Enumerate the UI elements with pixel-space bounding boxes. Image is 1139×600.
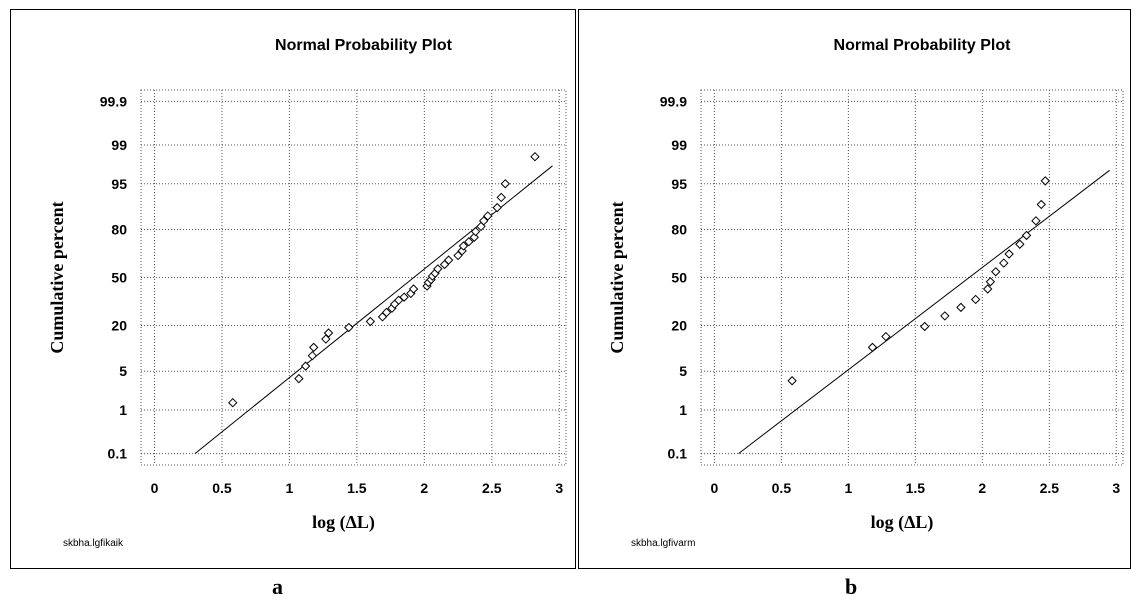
y-axis-title: Cumulative percent xyxy=(607,201,627,353)
data-point xyxy=(323,328,334,338)
chart-panel-b: 0 0.5 1 1.5 2 2.5 3 0.1 1 5 20 50 80 95 99 99.9 Normal P… xyxy=(578,9,1131,569)
x-tick-label: 3 xyxy=(1112,480,1120,496)
x-tick-label: 3 xyxy=(555,480,563,496)
data-point xyxy=(492,202,502,213)
x-tick-label: 0 xyxy=(151,480,159,496)
y-tick-label: 99.9 xyxy=(100,93,127,109)
x-tick-label: 1.5 xyxy=(347,480,367,496)
data-point xyxy=(478,216,489,226)
x-tick-label: 1 xyxy=(844,480,852,496)
data-point xyxy=(496,192,506,203)
data-point xyxy=(443,255,454,265)
y-tick-label: 80 xyxy=(111,222,127,238)
x-tick-label: 2.5 xyxy=(482,480,502,496)
data-point xyxy=(458,241,469,251)
data-point xyxy=(464,237,474,247)
data-point xyxy=(433,264,443,274)
panel-label-a: a xyxy=(272,574,283,599)
data-point xyxy=(470,226,481,237)
data-point xyxy=(294,373,304,384)
x-axis-title: log (ΔL) xyxy=(871,512,934,533)
y-tick-label: 20 xyxy=(671,317,687,333)
data-point xyxy=(530,151,540,162)
x-tick-label: 1 xyxy=(286,480,294,496)
y-tick-label: 99 xyxy=(111,137,127,153)
y-tick-label: 1 xyxy=(119,402,127,418)
data-point xyxy=(453,250,463,261)
data-point xyxy=(321,334,331,344)
data-point xyxy=(500,179,510,189)
data-point xyxy=(999,258,1009,268)
data-point xyxy=(399,292,409,302)
x-tick-label: 1.5 xyxy=(906,480,926,496)
x-tick-label: 2.5 xyxy=(1040,480,1060,496)
x-tick-label: 0.5 xyxy=(212,480,232,496)
y-tick-label: 5 xyxy=(679,363,687,379)
chart-title: Normal Probability Plot xyxy=(834,37,1012,54)
y-tick-label: 95 xyxy=(671,176,687,192)
y-tick-label: 20 xyxy=(111,317,127,333)
data-point xyxy=(881,331,891,342)
data-point xyxy=(956,302,966,313)
data-point xyxy=(985,277,996,287)
x-axis-title: log (ΔL) xyxy=(312,512,375,533)
data-point xyxy=(300,361,311,371)
data-point xyxy=(381,307,392,318)
data-point xyxy=(308,342,319,353)
file-caption: skbha.lgfikaik xyxy=(63,538,124,549)
fit-line xyxy=(194,165,553,454)
data-point xyxy=(344,322,354,333)
y-tick-label: 0.1 xyxy=(108,446,128,462)
data-point xyxy=(1036,199,1046,210)
x-tick-label: 0.5 xyxy=(772,480,792,496)
y-tick-label: 95 xyxy=(111,176,127,192)
x-tick-label: 2 xyxy=(420,480,428,496)
data-point xyxy=(970,294,981,305)
probability-plot-a: 0 0.5 1 1.5 2 2.5 3 0.1 1 5 20 50 80 95 99 99.9 Normal P… xyxy=(47,37,567,549)
fit-line xyxy=(738,169,1110,454)
data-point xyxy=(1040,176,1051,186)
file-caption: skbha.lgfivarm xyxy=(631,538,695,549)
data-point xyxy=(483,211,493,221)
data-point xyxy=(991,267,1001,277)
y-tick-label: 0.1 xyxy=(668,446,688,462)
data-point xyxy=(787,376,797,386)
y-tick-label: 99.9 xyxy=(660,93,687,109)
plot-frame xyxy=(700,89,1124,466)
y-axis-title: Cumulative percent xyxy=(47,201,67,353)
data-point xyxy=(365,316,376,327)
data-point xyxy=(920,321,930,332)
data-point xyxy=(408,284,419,294)
x-tick-label: 0 xyxy=(710,480,718,496)
data-point xyxy=(1021,230,1032,241)
data-point xyxy=(1015,239,1025,249)
y-tick-label: 80 xyxy=(671,222,687,238)
y-tick-label: 50 xyxy=(671,270,687,286)
data-point xyxy=(867,342,878,353)
plot-frame xyxy=(140,89,567,466)
data-point xyxy=(1004,249,1014,259)
y-tick-label: 5 xyxy=(119,363,127,379)
data-point xyxy=(1031,216,1041,226)
data-point xyxy=(307,350,318,361)
y-tick-label: 50 xyxy=(111,270,127,286)
x-tick-label: 2 xyxy=(978,480,986,496)
y-tick-label: 99 xyxy=(671,137,687,153)
data-point xyxy=(982,284,993,294)
chart-title: Normal Probability Plot xyxy=(275,37,453,54)
chart-panel-a: 0 0.5 1 1.5 2 2.5 3 0.1 1 5 20 50 80 95 99 99.9 Normal P… xyxy=(10,9,576,569)
y-tick-label: 1 xyxy=(679,402,687,418)
probability-plot-b: 0 0.5 1 1.5 2 2.5 3 0.1 1 5 20 50 80 95 99 99.9 Normal P… xyxy=(607,37,1124,549)
panel-label-b: b xyxy=(845,574,858,599)
data-point xyxy=(228,397,238,408)
data-point xyxy=(940,311,950,321)
